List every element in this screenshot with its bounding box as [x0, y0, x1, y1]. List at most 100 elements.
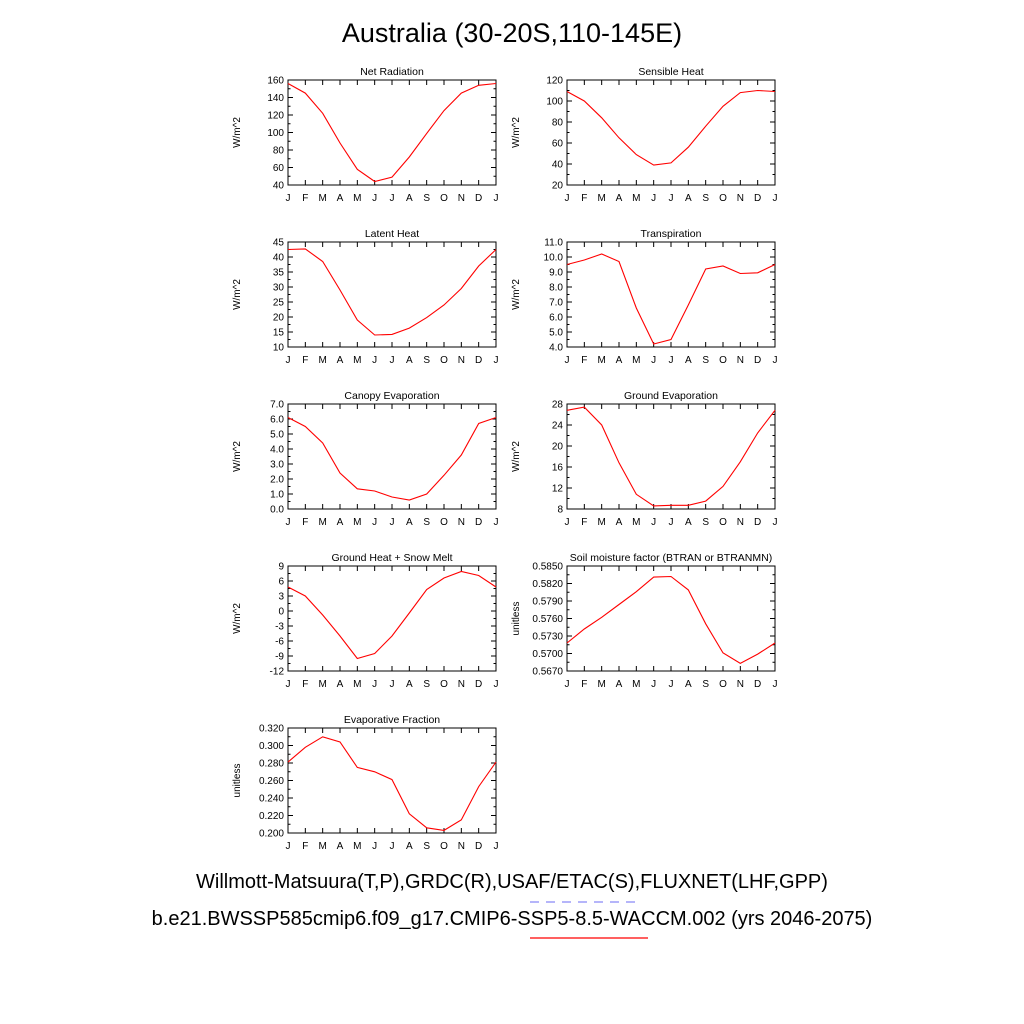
x-tick-label: M — [632, 193, 640, 204]
x-tick-label: M — [632, 517, 640, 528]
y-tick-label: 140 — [267, 93, 284, 104]
panel-title: Transpiration — [641, 228, 702, 240]
series-line — [287, 82, 497, 183]
y-tick-label: 0.320 — [259, 724, 284, 735]
panel-title: Net Radiation — [360, 66, 424, 78]
y-axis-label: unitless — [511, 602, 522, 636]
y-tick-label: 28 — [552, 400, 564, 411]
x-tick-label: D — [475, 517, 482, 528]
x-tick-label: M — [632, 679, 640, 690]
x-tick-label: A — [406, 193, 413, 204]
x-tick-label: O — [719, 355, 727, 366]
x-tick-label: M — [353, 193, 361, 204]
y-tick-label: 0.5760 — [532, 614, 563, 625]
y-tick-label: 40 — [273, 253, 285, 264]
x-tick-label: M — [597, 517, 605, 528]
x-tick-label: A — [685, 679, 692, 690]
y-tick-label: 120 — [267, 111, 284, 122]
x-tick-label: J — [286, 679, 291, 690]
x-tick-label: M — [597, 193, 605, 204]
x-tick-label: A — [337, 679, 344, 690]
x-tick-label: D — [754, 679, 761, 690]
x-tick-label: O — [440, 841, 448, 852]
x-tick-label: O — [719, 679, 727, 690]
y-axis-label: W/m^2 — [511, 279, 522, 310]
x-tick-label: N — [458, 841, 465, 852]
series-line — [287, 736, 497, 831]
y-axis-label: W/m^2 — [232, 441, 243, 472]
x-tick-label: J — [286, 193, 291, 204]
y-tick-label: 10.0 — [544, 253, 564, 264]
x-tick-label: O — [440, 517, 448, 528]
x-tick-label: F — [302, 679, 308, 690]
x-tick-label: J — [669, 517, 674, 528]
x-tick-label: D — [475, 355, 482, 366]
x-tick-label: S — [423, 193, 430, 204]
panel-transpiration: Transpiration 4.0 5.0 6.0 7.0 8.0 9.0 10.0 11.0 J… — [511, 228, 778, 366]
y-axis-label: W/m^2 — [511, 117, 522, 148]
x-tick-label: N — [737, 517, 744, 528]
x-tick-label: J — [494, 193, 499, 204]
y-tick-label: 12 — [552, 484, 564, 495]
page-title: Australia (30-20S,110-145E) — [341, 18, 683, 48]
y-tick-label: 20 — [273, 313, 285, 324]
x-tick-label: S — [702, 355, 709, 366]
y-axis-label: W/m^2 — [232, 117, 243, 148]
y-tick-label: 0.5700 — [532, 649, 563, 660]
x-tick-label: N — [737, 193, 744, 204]
y-tick-label: 3.0 — [270, 460, 284, 471]
x-tick-label: J — [565, 679, 570, 690]
x-tick-label: A — [616, 517, 623, 528]
y-tick-label: 120 — [546, 76, 563, 87]
x-tick-label: J — [286, 841, 291, 852]
y-tick-label: 0.200 — [259, 829, 284, 840]
x-tick-label: O — [719, 193, 727, 204]
x-tick-label: F — [302, 193, 308, 204]
y-tick-label: 0.5850 — [532, 562, 563, 573]
x-tick-label: A — [406, 841, 413, 852]
y-tick-label: 0 — [278, 607, 284, 618]
x-tick-label: J — [565, 193, 570, 204]
y-tick-label: 35 — [273, 268, 285, 279]
x-tick-label: M — [318, 355, 326, 366]
y-tick-label: -3 — [275, 622, 284, 633]
y-tick-label: 10 — [273, 343, 285, 354]
x-tick-label: J — [372, 193, 377, 204]
x-tick-label: A — [616, 193, 623, 204]
x-tick-label: J — [390, 679, 395, 690]
panel-canopy-evaporation: Canopy Evaporation 0.0 1.0 2.0 3.0 4.0 5.0 6.0 7… — [232, 390, 499, 528]
x-tick-label: J — [494, 841, 499, 852]
y-axis-label: W/m^2 — [232, 603, 243, 634]
x-tick-label: M — [353, 355, 361, 366]
x-tick-label: M — [353, 679, 361, 690]
x-tick-label: O — [440, 355, 448, 366]
x-tick-label: J — [669, 193, 674, 204]
x-tick-label: J — [669, 679, 674, 690]
y-axis-label: unitless — [232, 764, 243, 798]
x-tick-label: J — [390, 355, 395, 366]
x-tick-label: F — [581, 679, 587, 690]
y-tick-label: 20 — [552, 442, 564, 453]
panel-title: Soil moisture factor (BTRAN or BTRANMN) — [570, 552, 772, 564]
x-tick-label: J — [651, 355, 656, 366]
series-line — [287, 570, 497, 660]
x-tick-label: N — [458, 679, 465, 690]
y-axis-label: W/m^2 — [232, 279, 243, 310]
series-line — [566, 406, 776, 507]
y-tick-label: 40 — [552, 160, 564, 171]
x-tick-label: A — [337, 517, 344, 528]
x-tick-label: M — [318, 679, 326, 690]
x-tick-label: N — [458, 355, 465, 366]
x-tick-label: J — [773, 679, 778, 690]
x-tick-label: F — [302, 355, 308, 366]
y-tick-label: 25 — [273, 298, 285, 309]
y-tick-label: 80 — [273, 146, 285, 157]
x-tick-label: A — [337, 841, 344, 852]
panel-soil-moisture-factor-btran-or-btranmn: Soil moisture factor (BTRAN or BTRANMN) 0… — [511, 552, 778, 690]
x-tick-label: M — [353, 841, 361, 852]
x-tick-label: F — [581, 193, 587, 204]
x-tick-label: S — [702, 193, 709, 204]
y-tick-label: 4.0 — [270, 445, 284, 456]
